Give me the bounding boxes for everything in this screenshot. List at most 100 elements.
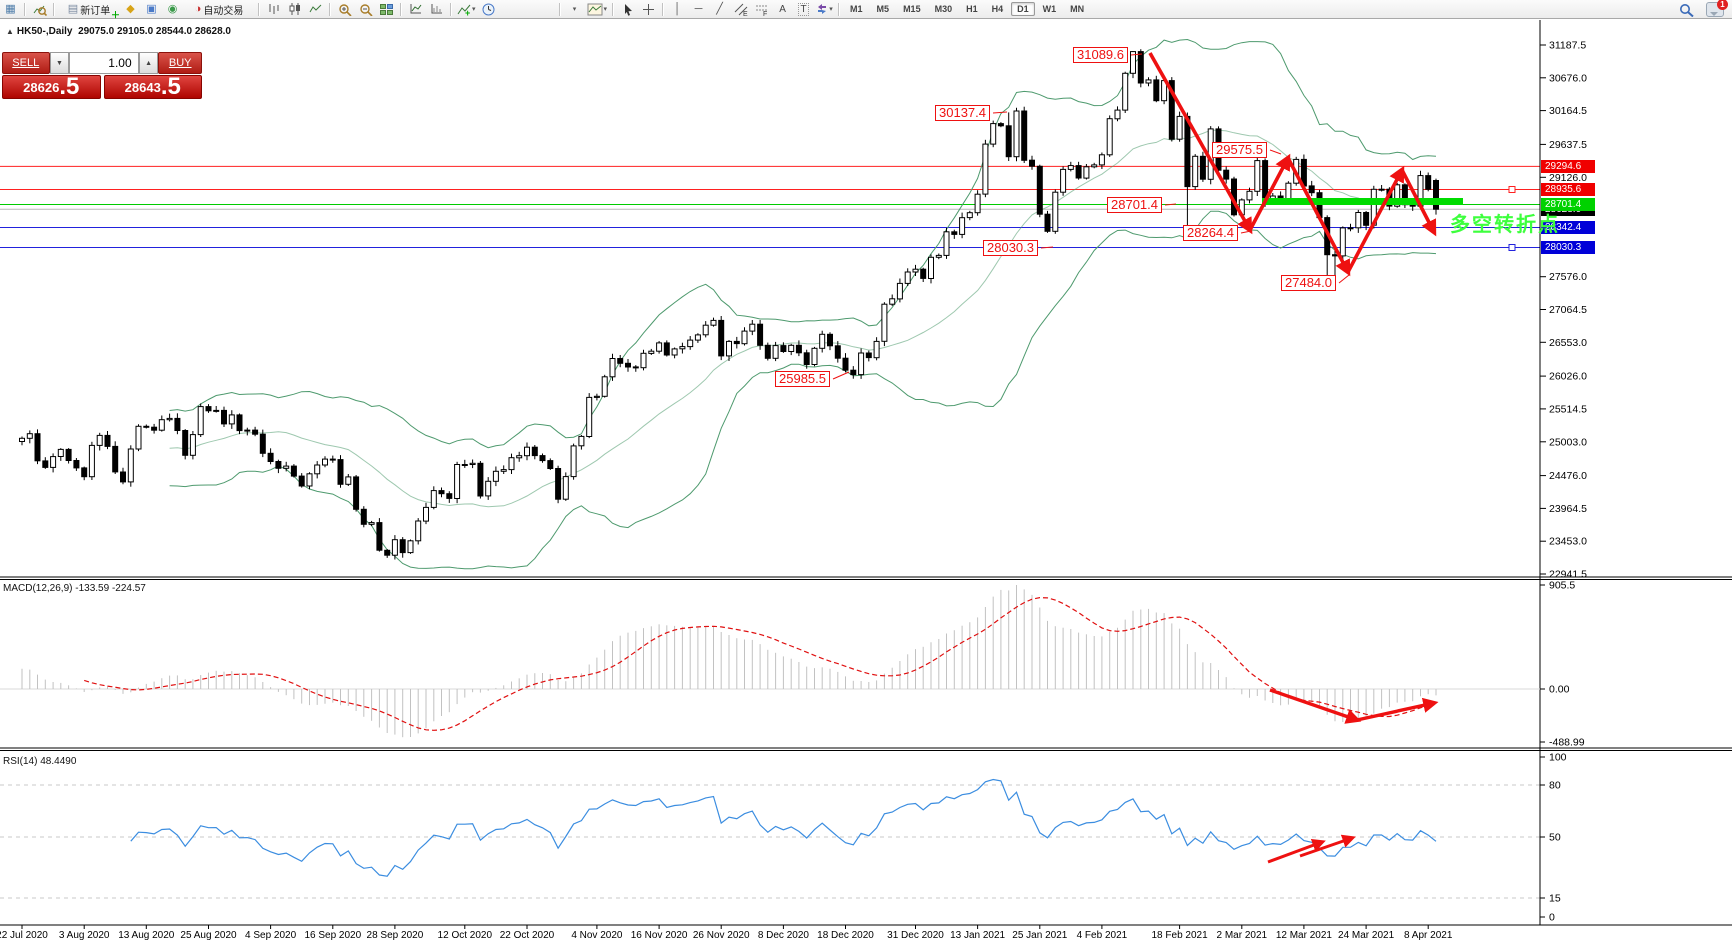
svg-text:4 Nov 2020: 4 Nov 2020: [571, 930, 623, 941]
svg-text:+: +: [465, 8, 470, 16]
svg-text:26026.0: 26026.0: [1549, 371, 1587, 383]
arrow-tools-icon[interactable]: ▾: [815, 1, 834, 18]
timeframe-m15[interactable]: M15: [903, 4, 921, 14]
timeframe-h4[interactable]: H4: [991, 4, 1004, 14]
svg-text:24 Mar 2021: 24 Mar 2021: [1338, 930, 1395, 941]
search-icon[interactable]: [1677, 1, 1696, 18]
svg-text:31 Dec 2020: 31 Dec 2020: [887, 930, 944, 941]
svg-text:27576.0: 27576.0: [1549, 271, 1587, 283]
notification-badge: 1: [1717, 0, 1728, 10]
news-icon[interactable]: ◉: [167, 2, 178, 15]
text-label-icon[interactable]: T: [798, 2, 809, 16]
zoom-out-icon[interactable]: [356, 1, 375, 18]
timeframe-m5[interactable]: M5: [876, 4, 890, 14]
svg-text:30164.5: 30164.5: [1549, 105, 1587, 117]
timeframe-mn[interactable]: MN: [1070, 4, 1085, 14]
svg-text:24476.0: 24476.0: [1549, 470, 1587, 482]
symbol-period: HK50-,Daily: [16, 26, 73, 37]
svg-text:905.5: 905.5: [1549, 580, 1575, 592]
metaeditor-icon[interactable]: ◆: [126, 2, 135, 15]
new-chart-icon[interactable]: ▦: [5, 2, 16, 15]
ask-price-button[interactable]: 28643.5: [103, 75, 202, 99]
tile-windows-icon[interactable]: [377, 1, 396, 18]
svg-text:25003.0: 25003.0: [1549, 436, 1587, 448]
templates-icon[interactable]: ▾: [586, 1, 609, 18]
svg-text:29637.5: 29637.5: [1549, 139, 1587, 151]
sell-button[interactable]: SELL: [2, 52, 50, 74]
vertical-line-icon[interactable]: │: [674, 2, 681, 15]
fibonacci-icon[interactable]: F: [752, 1, 771, 18]
svg-text:E: E: [743, 11, 748, 16]
trendline-icon[interactable]: ╱: [716, 2, 723, 15]
svg-text:25 Aug 2020: 25 Aug 2020: [180, 930, 237, 941]
volume-down-button[interactable]: ▼: [49, 52, 70, 74]
svg-text:8 Dec 2020: 8 Dec 2020: [758, 930, 810, 941]
volume-up-button[interactable]: ▲: [138, 52, 159, 74]
svg-text:18 Feb 2021: 18 Feb 2021: [1152, 930, 1209, 941]
add-indicator-icon[interactable]: + ▾: [456, 1, 477, 18]
clock-icon[interactable]: [479, 1, 498, 18]
svg-text:13 Aug 2020: 13 Aug 2020: [118, 930, 175, 941]
svg-text:-488.99: -488.99: [1549, 737, 1585, 749]
svg-text:23453.0: 23453.0: [1549, 536, 1587, 548]
timeframe-m30[interactable]: M30: [934, 4, 953, 14]
svg-text:0.00: 0.00: [1549, 684, 1570, 696]
svg-text:15: 15: [1549, 893, 1561, 905]
timeframe-group: M1 M5 M15 M30 H1 H4 D1 W1 MN: [843, 2, 1091, 16]
autotrading-icon: ◑: [194, 2, 202, 15]
indicators-window-icon[interactable]: [406, 1, 425, 18]
buy-button[interactable]: BUY: [158, 52, 202, 74]
candlestick-chart-icon[interactable]: [285, 1, 304, 18]
svg-text:F: F: [763, 11, 767, 16]
notifications-icon[interactable]: 1: [1705, 0, 1728, 18]
autotrading-button[interactable]: ◑ 自动交易: [184, 1, 254, 18]
bar-chart-icon[interactable]: [264, 1, 283, 18]
svg-text:12 Oct 2020: 12 Oct 2020: [438, 930, 493, 941]
autotrading-label: 自动交易: [203, 5, 244, 17]
chart-dropdown-caret[interactable]: ▾: [572, 6, 577, 13]
bid-main: 28626: [23, 80, 60, 95]
bull-bear-turning-point-text: 多空转折点: [1450, 214, 1560, 236]
svg-text:16 Nov 2020: 16 Nov 2020: [631, 930, 688, 941]
svg-text:25 Jan 2021: 25 Jan 2021: [1012, 930, 1067, 941]
macd-label: MACD(12,26,9) -133.59 -224.57: [3, 583, 146, 594]
timeframe-w1[interactable]: W1: [1042, 4, 1057, 14]
svg-text:25514.5: 25514.5: [1549, 403, 1587, 415]
chart-title[interactable]: ▲ HK50-,Daily 29075.0 29105.0 28544.0 286…: [6, 26, 231, 37]
rsi-label: RSI(14) 48.4490: [3, 756, 77, 767]
new-order-icon: ▤ ＋: [67, 2, 120, 20]
new-order-button[interactable]: ▤ ＋ 新订单: [59, 1, 120, 20]
new-order-label: 新订单: [80, 5, 111, 17]
svg-text:8 Apr 2021: 8 Apr 2021: [1404, 930, 1453, 941]
volume-input[interactable]: 1.00: [69, 52, 139, 74]
crosshair-icon[interactable]: [639, 1, 658, 18]
svg-text:50: 50: [1549, 832, 1561, 844]
svg-text:18 Dec 2020: 18 Dec 2020: [817, 930, 874, 941]
svg-text:22941.5: 22941.5: [1549, 569, 1587, 581]
timeframe-m1[interactable]: M1: [850, 4, 863, 14]
text-icon[interactable]: A: [779, 3, 786, 15]
zoom-in-icon[interactable]: [335, 1, 354, 18]
svg-text:29126.0: 29126.0: [1549, 172, 1587, 184]
data-window-icon[interactable]: [427, 1, 446, 18]
one-click-trading-panel: SELL ▼ 1.00 ▲ BUY 28626.5 28643.5: [2, 52, 202, 99]
collapse-arrow-icon[interactable]: ▲: [6, 27, 14, 36]
timeframe-h1[interactable]: H1: [966, 4, 978, 14]
line-chart-icon[interactable]: [306, 1, 325, 18]
cursor-icon[interactable]: [618, 1, 637, 18]
equidistant-channel-icon[interactable]: E: [731, 1, 750, 18]
terminal-icon[interactable]: ▣: [146, 2, 157, 15]
timeframe-d1[interactable]: D1: [1011, 2, 1035, 16]
svg-text:3 Aug 2020: 3 Aug 2020: [59, 930, 110, 941]
svg-text:80: 80: [1549, 780, 1561, 792]
ask-big: .5: [160, 75, 181, 99]
svg-text:26553.0: 26553.0: [1549, 337, 1587, 349]
svg-text:22 Oct 2020: 22 Oct 2020: [500, 930, 555, 941]
profiles-icon[interactable]: [30, 1, 49, 18]
svg-text:4 Feb 2021: 4 Feb 2021: [1077, 930, 1128, 941]
bid-big: .5: [59, 75, 80, 99]
horizontal-line-icon[interactable]: ─: [694, 2, 703, 15]
bid-price-button[interactable]: 28626.5: [2, 75, 101, 99]
